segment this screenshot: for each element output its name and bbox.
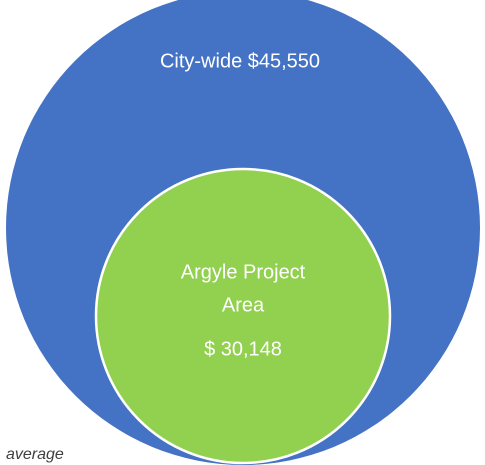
inner-label-line: Argyle Project bbox=[181, 261, 306, 283]
inner-value: $ 30,148 bbox=[204, 338, 282, 360]
outer-label: City-wide $45,550 bbox=[160, 50, 320, 72]
caption: average bbox=[6, 446, 64, 463]
inner-circle bbox=[94, 167, 392, 465]
inner-label-line: Area bbox=[222, 294, 265, 316]
